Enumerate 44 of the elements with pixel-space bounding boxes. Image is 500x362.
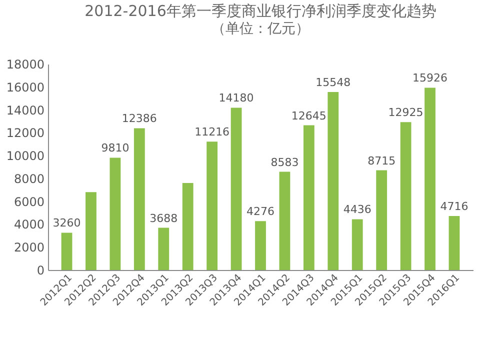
bar [255,221,266,270]
data-label: 4716 [440,200,468,214]
data-label: 14180 [218,92,254,105]
bar [230,108,242,270]
bar [303,125,314,270]
y-tick-label: 6000 [14,194,44,209]
data-label: 12645 [291,109,326,122]
y-tick-label: 12000 [6,126,44,140]
data-label: 15548 [316,76,351,90]
bar [279,172,290,270]
bar [352,219,363,270]
data-label: 12386 [122,112,157,126]
data-label: 4276 [246,205,274,218]
bar [86,192,96,270]
y-tick-label: 2000 [14,240,44,255]
data-label: 3688 [150,212,178,225]
bar [376,170,388,270]
data-label: 4436 [343,203,372,216]
bar [206,142,218,270]
data-label: 15926 [412,72,448,85]
data-label: 9810 [101,142,130,155]
chart-title: 2012-2016年第一季度商业银行净利润季度变化趋势 [84,2,436,20]
y-tick-label: 10000 [6,149,44,164]
bar [61,232,72,270]
data-label: 8715 [368,154,396,168]
bar [400,122,412,270]
chart-subtitle: （单位：亿元） [212,21,310,37]
bar [134,128,145,270]
bar [424,88,436,270]
data-label: 12925 [388,106,424,120]
bar [448,216,460,270]
y-tick-label: 0 [36,264,44,278]
data-label: 11216 [194,126,230,139]
bar [328,92,339,270]
bar [182,183,194,270]
y-tick-label: 14000 [6,103,44,118]
data-label: 8583 [270,156,299,169]
y-tick-label: 16000 [6,80,44,94]
bar [158,228,170,270]
bar [110,158,121,270]
y-tick-label: 18000 [6,58,44,72]
data-label: 3260 [52,216,81,230]
y-tick-label: 4000 [14,218,44,232]
y-tick-label: 8000 [14,172,44,186]
